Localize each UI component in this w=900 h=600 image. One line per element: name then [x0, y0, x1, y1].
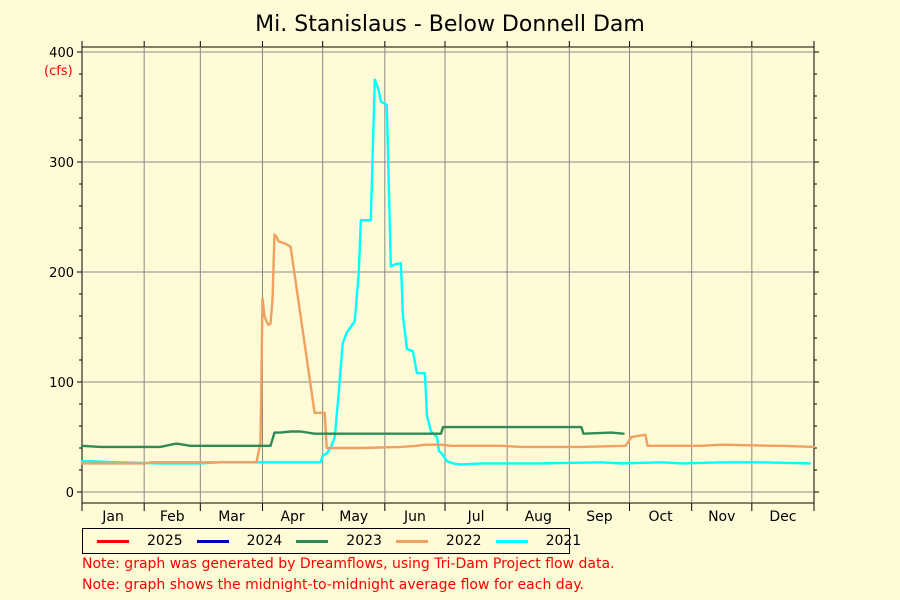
x-tick-label: Nov: [708, 509, 735, 525]
chart-legend: 2025 2024 2023 2022 2021: [82, 528, 581, 554]
note-source: Note: graph was generated by Dreamflows,…: [82, 556, 615, 572]
legend-item-2023: 2023: [296, 533, 382, 549]
legend-swatch: [296, 539, 329, 543]
x-tick-label: Aug: [525, 509, 552, 525]
legend-swatch: [395, 539, 428, 543]
series-line-2021: [80, 78, 812, 466]
legend-swatch: [196, 539, 229, 543]
y-axis-unit: (cfs): [44, 64, 73, 79]
x-tick-label: Sep: [586, 509, 613, 525]
x-tick-label: Jan: [101, 509, 124, 525]
legend-label: 2023: [346, 533, 382, 549]
y-tick-label: 400: [49, 46, 74, 61]
legend-label: 2024: [246, 533, 283, 549]
y-tick-label: 200: [49, 266, 74, 281]
plot-frame: [81, 46, 815, 504]
legend-swatch: [495, 539, 528, 543]
chart-title: Mi. Stanislaus - Below Donnell Dam: [255, 12, 645, 37]
series-line-2022: [80, 233, 816, 465]
x-tick-label: Mar: [218, 509, 245, 525]
x-tick-label: Dec: [769, 509, 796, 525]
legend-item-2022: 2022: [395, 533, 482, 549]
legend-item-2025: 2025: [97, 533, 183, 549]
legend-swatch: [97, 539, 129, 543]
legend-label: 2025: [147, 533, 183, 549]
x-tick-label: Feb: [160, 509, 185, 525]
legend-item-2021: 2021: [495, 533, 582, 549]
legend-item-2024: 2024: [196, 533, 283, 549]
x-tick-label: May: [339, 509, 368, 525]
y-tick-label: 300: [49, 156, 74, 171]
y-tick-label: 0: [66, 486, 74, 501]
legend-label: 2022: [445, 533, 482, 549]
series-line-2023: [80, 425, 625, 449]
legend-label: 2021: [545, 533, 582, 549]
x-tick-label: Jul: [467, 509, 485, 525]
note-average: Note: graph shows the midnight-to-midnig…: [82, 577, 584, 593]
x-tick-label: Apr: [280, 509, 304, 525]
x-tick-label: Jun: [403, 509, 426, 525]
y-tick-label: 100: [49, 376, 74, 391]
x-tick-label: Oct: [648, 509, 673, 525]
